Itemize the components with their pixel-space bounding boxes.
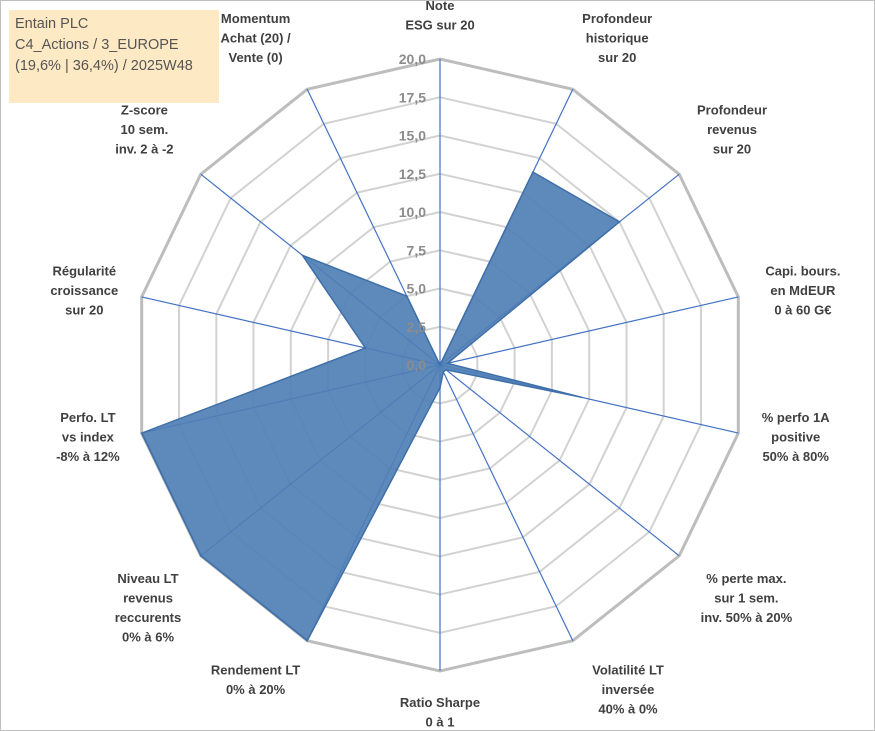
tick-label: 17,5 [399, 89, 426, 105]
axis-label-line: inv. 50% à 20% [701, 610, 793, 625]
axis-label-0: Note ESG sur 20 [405, 0, 474, 33]
axis-label-line: en MdEUR [770, 283, 836, 298]
axis-label-line: % perfo 1A [762, 410, 831, 425]
data-point-0 [439, 364, 441, 366]
axis-label-12: Z-score 10 sem. inv. 2 à -2 [115, 103, 173, 157]
axis-label-line: -8% à 12% [56, 449, 120, 464]
axis-label-8: Rendement LT 0% à 20% [211, 662, 300, 697]
axis-label-1: Profondeur historique sur 20 [582, 11, 652, 65]
axis-label-line: Capi. bours. [765, 263, 840, 278]
axis-label-line: 50% à 80% [762, 449, 829, 464]
radial-tick-labels: 0,0 2,5 5,0 7,5 10,0 12,5 15,0 17,5 20,0 [399, 51, 426, 373]
axis-label-13: Momentum Achat (20) / Vente (0) [221, 11, 291, 65]
period-label: (19,6% | 36,4%) / 2025W48 [15, 58, 193, 74]
data-point-7 [439, 387, 441, 389]
data-point-10 [140, 432, 143, 434]
axis-label-line: Profondeur [697, 103, 767, 118]
axis-label-line: Momentum [221, 11, 290, 26]
tick-label: 15,0 [399, 128, 426, 144]
axis-label-line: reccurents [115, 610, 181, 625]
axis-label-line: sur 20 [713, 142, 751, 157]
data-point-4 [580, 396, 583, 399]
data-point-13 [406, 295, 408, 297]
axis-label-line: revenus [707, 122, 757, 137]
axis-label-line: sur 1 sem. [714, 590, 778, 605]
tick-label: 12,5 [399, 166, 426, 182]
tick-label: 0,0 [407, 357, 427, 373]
axis-label-9: Niveau LT revenus reccurents 0% à 6% [115, 571, 181, 645]
data-point-5 [445, 369, 447, 371]
axis-label-line: Vente (0) [229, 50, 283, 65]
axis-label-line: ESG sur 20 [405, 18, 474, 33]
axis-label-line: Z-score [121, 103, 168, 118]
axis-label-2: Profondeur revenus sur 20 [697, 103, 767, 157]
tick-label: 2,5 [407, 319, 427, 335]
axis-label-line: Achat (20) / [221, 31, 291, 46]
axis-label-line: Rendement LT [211, 662, 300, 677]
axis-label-line: 0% à 6% [122, 629, 174, 644]
data-point-11 [364, 347, 367, 349]
chart-title-box: Entain PLC C4_Actions / 3_EUROPE (19,6% … [9, 10, 219, 103]
axis-label-line: 40% à 0% [598, 701, 658, 716]
axis-label-line: Profondeur [582, 11, 652, 26]
axis-label-4: % perfo 1A positive 50% à 80% [762, 410, 831, 464]
data-point-6 [442, 371, 445, 373]
data-point-8 [306, 639, 309, 642]
axis-label-line: sur 20 [598, 50, 636, 65]
axis-label-line: Note [426, 0, 455, 13]
data-point-3 [446, 362, 449, 365]
axis-label-line: Régularité [53, 263, 117, 278]
axis-label-line: 10 sem. [121, 122, 169, 137]
axis-label-line: vs index [62, 430, 115, 445]
tick-label: 10,0 [399, 204, 426, 220]
axis-label-3: Capi. bours. en MdEUR 0 à 60 G€ [765, 263, 840, 317]
data-point-1 [532, 171, 534, 173]
data-point-9 [200, 555, 202, 557]
axis-label-10: Perfo. LT vs index -8% à 12% [56, 410, 120, 464]
tick-label: 7,5 [407, 242, 427, 258]
axis-label-line: % perte max. [706, 571, 786, 586]
category-label: C4_Actions / 3_EUROPE [15, 37, 179, 53]
axis-label-line: 0% à 20% [226, 682, 286, 697]
axis-label-line: historique [586, 31, 649, 46]
axis-label-7: Ratio Sharpe 0 à 1 [400, 695, 480, 730]
axis-label-line: Volatilité LT [592, 662, 664, 677]
axis-label-6: Volatilité LT inversée 40% à 0% [592, 662, 664, 716]
axis-label-line: positive [771, 430, 820, 445]
axis-labels: Note ESG sur 20 Profondeur historique sur 20… [50, 0, 840, 730]
axis-label-line: inversée [602, 682, 655, 697]
axis-label-line: revenus [123, 590, 173, 605]
axis-label-line: Ratio Sharpe [400, 695, 480, 710]
tick-label: 5,0 [407, 281, 427, 297]
axis-label-line: croissance [50, 283, 118, 298]
axis-label-line: sur 20 [65, 302, 103, 317]
axis-label-line: inv. 2 à -2 [115, 142, 173, 157]
axis-spoke-3 [439, 296, 739, 366]
axis-spoke-6 [439, 364, 574, 641]
data-area [140, 170, 621, 642]
company-name: Entain PLC [15, 16, 89, 32]
tick-label: 20,0 [399, 51, 426, 67]
axis-label-line: 0 à 1 [426, 715, 455, 730]
axis-label-11: Régularité croissance sur 20 [50, 263, 118, 317]
axis-label-line: Niveau LT [117, 571, 178, 586]
axis-label-5: % perte max. sur 1 sem. inv. 50% à 20% [701, 571, 793, 625]
data-point-2 [618, 221, 621, 223]
axis-spoke-5 [439, 364, 680, 557]
data-point-12 [301, 254, 304, 257]
axis-label-line: 0 à 60 G€ [774, 302, 831, 317]
axis-label-line: Perfo. LT [60, 410, 115, 425]
